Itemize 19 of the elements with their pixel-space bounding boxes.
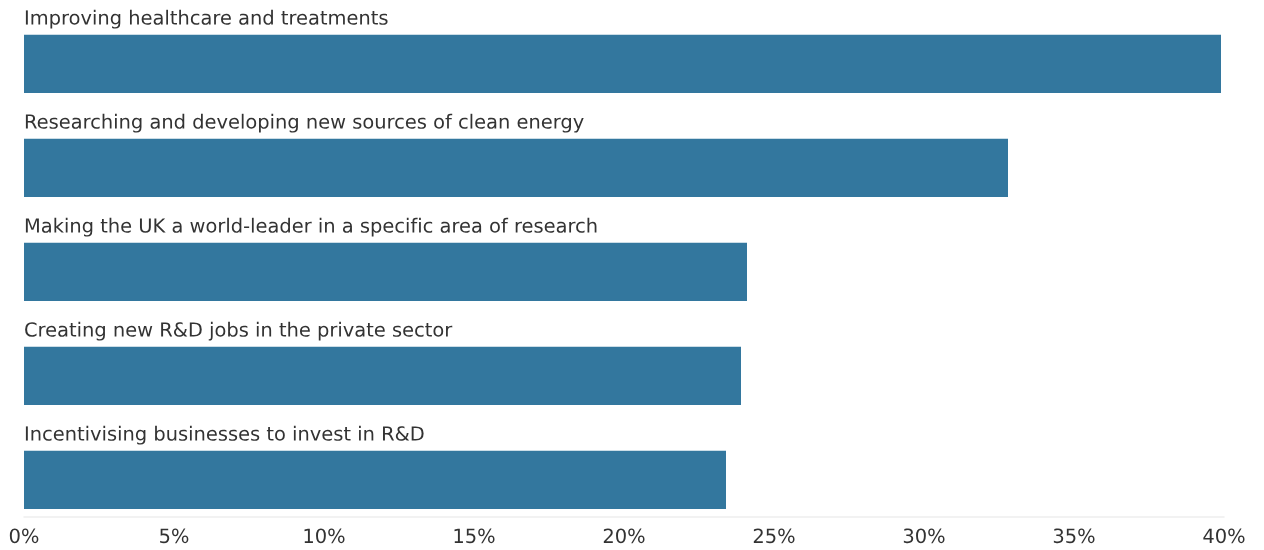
x-tick-label: 25% [753,528,795,544]
bar [24,242,747,302]
x-tick-label: 30% [903,528,945,544]
bar [24,450,726,510]
y-tick-label: Incentivising businesses to invest in R&D [25,425,424,445]
y-tick-label: Making the UK a world-leader in a specific area of research [25,217,597,237]
x-tick-label: 35% [1053,528,1095,544]
x-tick-label: 20% [603,528,645,544]
x-tick-label: 10% [304,528,345,544]
bar [24,346,741,406]
y-tick-label: Creating new R&D jobs in the private sector [25,321,453,341]
x-tick-label: 0% [9,528,39,544]
x-tick-label: 5% [160,528,189,544]
x-tick-label: 40% [1203,528,1245,544]
bar [24,34,1221,94]
bar [24,138,1008,198]
x-tick-label: 15% [454,528,495,544]
y-tick-label: Improving healthcare and treatments [25,9,388,29]
y-tick-label: Researching and developing new sources of clean energy [25,113,584,133]
